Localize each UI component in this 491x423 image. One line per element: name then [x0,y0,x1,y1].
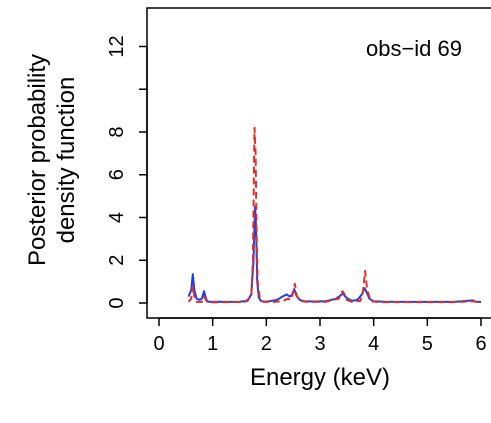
y-axis: 0 2 4 6 8 12 [106,35,148,309]
series-line-dashed [187,126,482,304]
x-tick-label: 6 [475,333,486,355]
y-tick-label: 8 [106,126,128,137]
y-tick-label: 4 [106,212,128,223]
x-tick-label: 5 [422,333,433,355]
y-tick-label: 2 [106,255,128,266]
y-axis-label-line2: density function [53,77,80,244]
x-tick-label: 2 [261,333,272,355]
x-tick-label: 1 [207,333,218,355]
x-tick-label: 3 [314,333,325,355]
annotation-label: obs−id 69 [366,36,462,61]
y-tick-label: 6 [106,169,128,180]
y-tick-label: 0 [106,297,128,308]
series-layer [187,126,482,304]
series-line-solid [187,205,482,303]
y-tick-label: 12 [106,35,128,57]
x-tick-label: 0 [153,333,164,355]
x-tick-label: 4 [368,333,379,355]
x-axis: 0 1 2 3 4 5 6 [153,317,487,355]
x-axis-label: Energy (keV) [250,364,390,391]
y-axis-label-line1: Posterior probability [24,54,51,266]
